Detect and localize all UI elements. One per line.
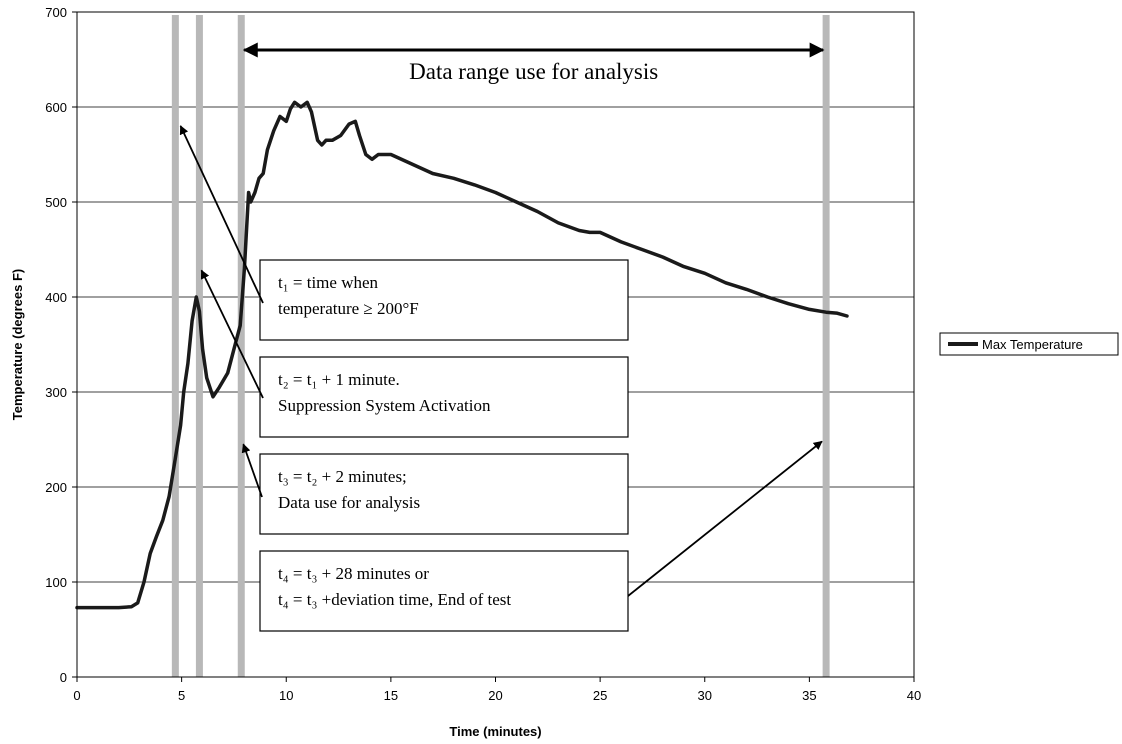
annotation-box [259, 453, 629, 535]
y-tick-label: 400 [45, 290, 67, 305]
annotation-line-2: Data use for analysis [278, 493, 420, 512]
annotation-arrow [200, 269, 264, 399]
y-tick-label: 500 [45, 195, 67, 210]
time-marker-bar [237, 15, 245, 677]
vertical-markers [171, 15, 830, 677]
annotation-arrow [241, 443, 263, 498]
x-axis-title: Time (minutes) [449, 724, 541, 739]
series-line-max-temperature [75, 100, 849, 610]
y-tick-label: 300 [45, 385, 67, 400]
annotation-line-1: t₃ = t₂ + 2 minutes; [278, 467, 407, 486]
x-tick-label: 15 [384, 688, 398, 703]
range-annotation: Data range use for analysis [242, 42, 825, 84]
annotation-line-2: temperature ≥ 200°F [278, 299, 419, 318]
x-tick-label: 10 [279, 688, 293, 703]
annotation-line-1: t₁ = time when [278, 273, 379, 292]
legend-label: Max Temperature [982, 337, 1083, 352]
annotation-boxes: t₁ = time when temperature ≥ 200°F t₂ = t₁… [179, 125, 823, 632]
y-axis-title: Temperature (degrees F) [10, 269, 25, 420]
x-tick-label: 30 [698, 688, 712, 703]
x-tick-label: 40 [907, 688, 921, 703]
annotation-box [259, 356, 629, 438]
time-marker-bar [171, 15, 179, 677]
annotation-box [259, 550, 629, 632]
annotation-arrow [179, 125, 264, 304]
x-tick-label: 5 [178, 688, 185, 703]
annotation-arrow [627, 440, 823, 597]
y-tick-label: 200 [45, 480, 67, 495]
series-lines [75, 100, 849, 610]
annotation-line-2: Suppression System Activation [278, 396, 491, 415]
y-tick-label: 100 [45, 575, 67, 590]
y-tick-label: 700 [45, 5, 67, 20]
time-marker-bar [195, 15, 203, 677]
range-annotation-label: Data range use for analysis [409, 59, 658, 84]
annotation-box [259, 259, 629, 341]
legend-box [939, 332, 1119, 356]
y-tick-label: 0 [60, 670, 67, 685]
axis-ticks: 0 100 200 300 400 500 600 700 0 5 10 15 20 25 30 35 40 [45, 5, 921, 703]
annotation-line-1: t₂ = t₁ + 1 minute. [278, 370, 400, 389]
x-tick-label: 25 [593, 688, 607, 703]
x-tick-label: 20 [488, 688, 502, 703]
annotation-line-1: t₄ = t₃ + 28 minutes or [278, 564, 429, 583]
time-marker-bar [822, 15, 830, 677]
y-tick-label: 600 [45, 100, 67, 115]
legend: Max Temperature [939, 332, 1119, 356]
x-tick-label: 0 [73, 688, 80, 703]
annotation-line-2: t₄ = t₃ +deviation time, End of test [278, 590, 511, 609]
x-tick-label: 35 [802, 688, 816, 703]
